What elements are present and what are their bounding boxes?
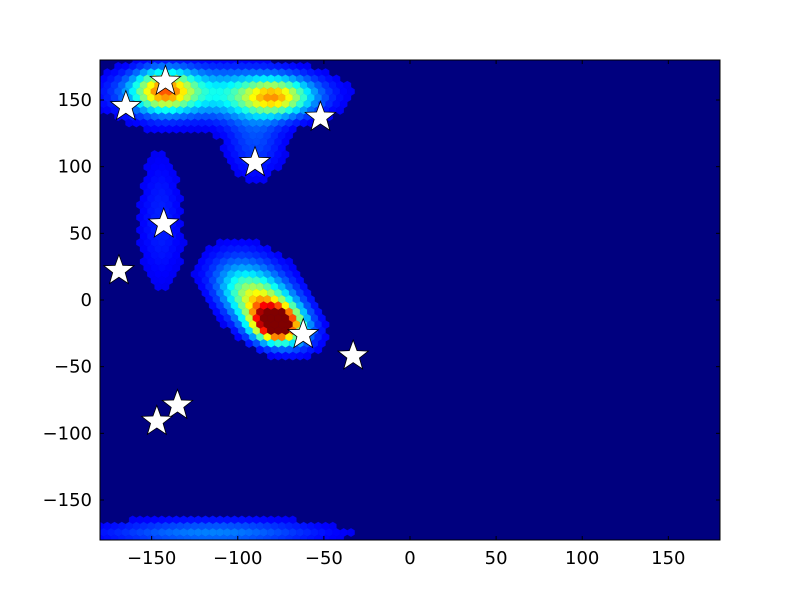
hexbin-cell	[314, 534, 323, 540]
hexbin-cell	[110, 534, 119, 540]
x-axis-ticks: −150 −100 −50 0 50 100 150	[127, 60, 686, 569]
hexbin-cell	[139, 534, 148, 540]
x-tick-label: 0	[404, 548, 415, 569]
hexbin-cell	[190, 534, 199, 540]
y-tick-label: 0	[81, 290, 92, 311]
y-tick-label: 150	[58, 90, 92, 111]
hexbin-cell	[256, 534, 264, 540]
star-marker	[102, 253, 136, 285]
hexbin-cell	[212, 534, 221, 540]
y-tick-label: 100	[58, 157, 92, 178]
star-marker	[140, 404, 174, 436]
hexbin-cell	[132, 534, 141, 540]
star-marker	[336, 338, 370, 370]
hexbin-cell	[292, 534, 301, 540]
hexbin-cell	[336, 534, 344, 540]
hexbin-cell	[183, 534, 192, 540]
hexbin-cell	[161, 534, 170, 540]
star-marker	[286, 317, 320, 349]
y-tick-label: −50	[54, 357, 92, 378]
x-tick-label: −100	[213, 548, 262, 569]
plot-area	[100, 60, 720, 540]
y-tick-label: −150	[43, 490, 92, 511]
hexbin-cell	[314, 345, 323, 355]
hexbin-cell	[336, 106, 344, 115]
y-tick-label: 50	[69, 223, 92, 244]
hexbin-cell	[248, 534, 257, 540]
y-axis-ticks: 150 100 50 0 −50 −100 −150	[43, 90, 720, 511]
star-marker	[238, 145, 272, 177]
hexbin-cell	[263, 534, 272, 540]
hexbin-cell	[307, 534, 315, 540]
x-tick-label: −50	[305, 548, 343, 569]
hexbin-cell	[168, 534, 177, 540]
star-marker-layer	[102, 64, 370, 436]
hexbin-cell	[347, 528, 355, 537]
star-marker	[109, 89, 143, 121]
hexbin-cell	[274, 162, 283, 172]
hexbin-cell	[205, 534, 213, 540]
hexbin-cell	[227, 534, 235, 540]
hexbin-cell	[299, 534, 308, 540]
star-marker	[304, 100, 337, 132]
x-tick-label: 50	[485, 548, 508, 569]
hexbin-cell	[285, 534, 293, 540]
x-tick-label: 100	[565, 548, 599, 569]
hexbin-cell	[100, 534, 104, 540]
hexbin-cell	[329, 534, 337, 540]
hexbin-cell	[270, 534, 279, 540]
hexbin-cell	[161, 282, 170, 292]
hexbin-cell	[219, 534, 228, 540]
x-tick-label: 150	[651, 548, 685, 569]
y-tick-label: −100	[43, 423, 92, 444]
hexbin-cell	[154, 534, 162, 540]
hexbin-cell	[278, 534, 286, 540]
hexbin-cell	[176, 534, 184, 540]
hexbin-cell	[241, 534, 250, 540]
hexbin-cell	[103, 534, 112, 540]
hexbin-cell	[198, 534, 206, 540]
hexbin-cell	[303, 351, 312, 361]
star-marker	[149, 64, 182, 96]
star-marker	[161, 388, 194, 420]
star-marker	[147, 206, 181, 238]
hexbin-cell	[147, 534, 155, 540]
hexbin-cell	[125, 534, 133, 540]
hexbin-cell	[118, 534, 126, 540]
x-tick-label: −150	[127, 548, 176, 569]
